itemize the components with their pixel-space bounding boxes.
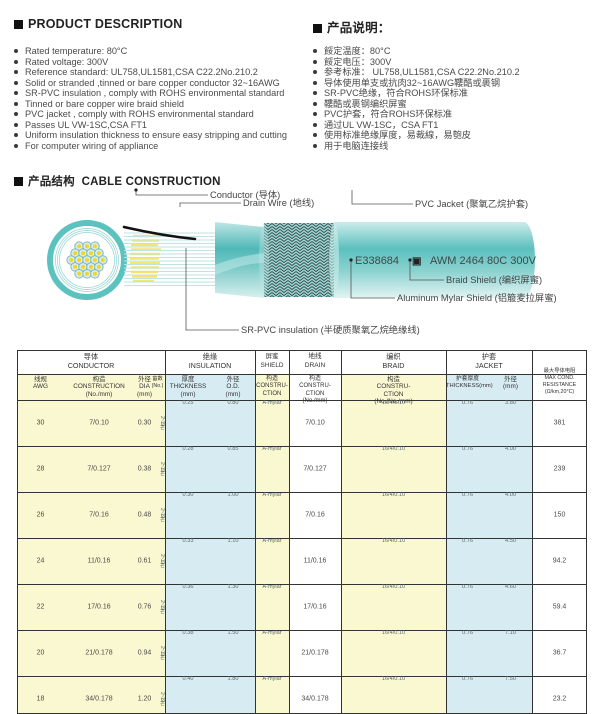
svg-text:SR-PVC insulation (半硬质聚氧乙烷绝缘线): SR-PVC insulation (半硬质聚氧乙烷绝缘线) [241,324,420,335]
svg-text:Aluminum Mylar Shield (铝箙麦拉屏蜜): Aluminum Mylar Shield (铝箙麦拉屏蜜) [397,292,557,303]
svg-text:E338684: E338684 [355,255,399,267]
svg-text:AWM 2464 80C 300V: AWM 2464 80C 300V [430,255,537,267]
svg-text:PVC Jacket (聚氧乙烷护套): PVC Jacket (聚氧乙烷护套) [415,198,528,209]
svg-text:Braid Shield (编织屏蜜): Braid Shield (编织屏蜜) [446,274,542,285]
svg-text:Drain Wire (地线): Drain Wire (地线) [243,197,314,208]
svg-text:▣: ▣ [412,256,421,267]
